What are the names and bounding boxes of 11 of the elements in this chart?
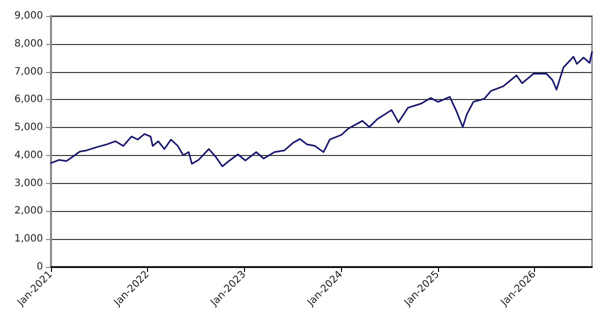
y-tick-label: 2,000 bbox=[14, 206, 43, 217]
y-tick-label: 5,000 bbox=[14, 122, 43, 134]
y-tick-label: 1,000 bbox=[14, 234, 43, 245]
y-tick-label: 7,000 bbox=[14, 66, 43, 78]
y-tick-label: 6,000 bbox=[14, 94, 43, 106]
y-tick-label: 9,000 bbox=[14, 10, 43, 22]
y-tick-label: 0 bbox=[36, 262, 43, 272]
y-tick-label: 4,000 bbox=[14, 150, 43, 161]
y-tick-label: 3,000 bbox=[14, 178, 43, 189]
line-series bbox=[50, 51, 593, 168]
y-tick-label: 8,000 bbox=[14, 38, 43, 50]
